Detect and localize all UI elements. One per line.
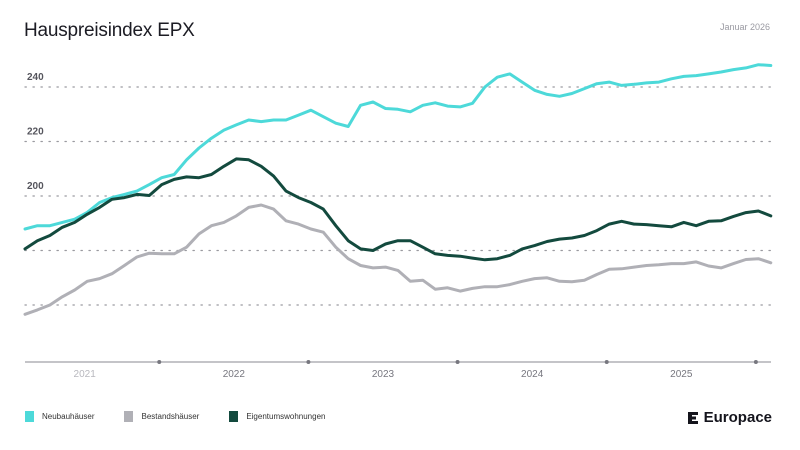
legend-swatch [229,411,239,422]
legend-item-neubau[interactable]: Neubauhäuser [25,411,94,422]
x-tick-label: 2023 [372,369,395,380]
europace-logo-icon [687,411,698,424]
legend-label: Bestandshäuser [141,412,200,421]
line-chart: 240 220 200 2021 2022 2023 2024 2025 [23,63,773,380]
y-tick-label: 220 [27,127,44,138]
legend-label: Neubauhäuser [42,412,95,421]
y-tick-label: 240 [27,72,44,83]
x-axis-tick [306,360,311,364]
brand-name: Europace [703,409,772,426]
series-line-bestandshäuser [23,203,773,316]
series-line-eigentumswohnungen [23,157,773,262]
chart-title: Hauspreisindex EPX [24,20,195,41]
europace-logo: Europace [687,409,772,426]
legend-swatch [124,411,134,422]
legend-swatch [25,411,34,422]
x-tick-label: 2022 [223,369,246,380]
legend-item-eigentum[interactable]: Eigentumswohnungen [229,411,325,422]
x-axis-tick [455,360,460,364]
x-axis-tick [604,360,609,364]
chart-date: Januar 2026 [719,22,770,32]
x-tick-label: 2021 [74,369,97,380]
x-axis-tick [753,360,758,364]
x-tick-label: 2024 [521,369,544,380]
legend-label: Eigentumswohnungen [246,412,326,421]
legend-item-bestand[interactable]: Bestandshäuser [124,411,199,422]
x-tick-label: 2025 [670,369,693,380]
series-line-neubauhäuser [23,63,773,231]
x-axis-tick [157,360,162,364]
y-tick-label: 200 [27,181,44,192]
legend: Neubauhäuser Bestandshäuser Eigentumswoh… [25,411,355,422]
